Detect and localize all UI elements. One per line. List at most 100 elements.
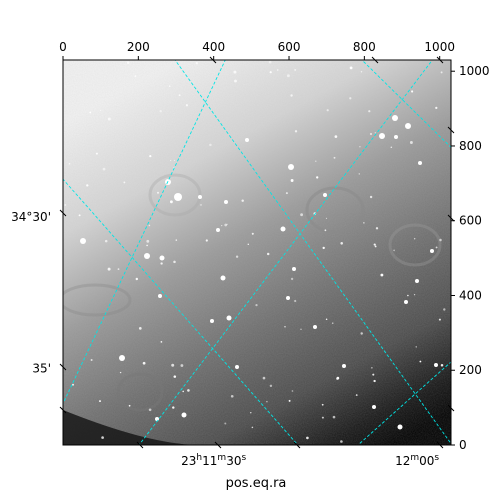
star bbox=[333, 156, 336, 159]
star bbox=[102, 167, 106, 171]
star bbox=[405, 123, 411, 129]
star bbox=[156, 191, 160, 194]
star bbox=[363, 222, 365, 224]
star bbox=[315, 160, 317, 163]
star bbox=[90, 359, 93, 361]
star bbox=[119, 355, 125, 361]
star bbox=[326, 109, 329, 112]
grid-edge-tick bbox=[447, 126, 455, 134]
star bbox=[178, 94, 181, 97]
star bbox=[435, 106, 438, 110]
grid-line bbox=[361, 60, 451, 148]
star bbox=[290, 94, 293, 97]
star bbox=[342, 364, 346, 368]
star bbox=[334, 135, 338, 138]
image-area bbox=[63, 60, 451, 445]
grid-edge-tick bbox=[371, 56, 379, 64]
star bbox=[340, 440, 343, 443]
star bbox=[195, 61, 198, 65]
right-tick-label: 1000 bbox=[459, 64, 490, 78]
right-pixel-axis: 0 200 400 600 800 1000 bbox=[451, 64, 490, 452]
star bbox=[99, 109, 102, 112]
star bbox=[126, 61, 130, 64]
star bbox=[434, 363, 438, 367]
star bbox=[68, 162, 71, 165]
star bbox=[359, 146, 361, 148]
star bbox=[173, 375, 177, 378]
star bbox=[280, 226, 286, 232]
star bbox=[323, 193, 327, 197]
star bbox=[226, 223, 228, 226]
star bbox=[372, 373, 375, 376]
star bbox=[104, 239, 108, 243]
star bbox=[372, 405, 376, 409]
star bbox=[168, 85, 171, 87]
star bbox=[409, 141, 413, 144]
star bbox=[78, 214, 81, 217]
right-tick-label: 600 bbox=[459, 214, 482, 228]
star bbox=[313, 325, 317, 329]
top-tick-label: 200 bbox=[127, 40, 150, 54]
star bbox=[89, 111, 92, 114]
top-tick-label: 600 bbox=[278, 40, 301, 54]
top-pixel-axis: 0 200 400 600 800 1000 bbox=[59, 40, 455, 60]
star bbox=[181, 412, 187, 418]
star bbox=[336, 376, 340, 380]
star bbox=[64, 204, 67, 206]
star bbox=[369, 132, 373, 136]
star bbox=[107, 267, 111, 271]
right-tick-label: 0 bbox=[459, 438, 467, 452]
star bbox=[439, 238, 442, 242]
star bbox=[233, 70, 237, 74]
star bbox=[291, 390, 294, 392]
star bbox=[268, 60, 272, 64]
star bbox=[266, 252, 270, 256]
star bbox=[180, 364, 184, 367]
star bbox=[158, 294, 162, 298]
star bbox=[205, 239, 208, 242]
grid-edge-tick bbox=[59, 406, 67, 414]
star bbox=[276, 69, 279, 71]
star bbox=[138, 327, 142, 330]
star bbox=[241, 199, 244, 202]
star bbox=[155, 417, 159, 421]
star bbox=[169, 159, 172, 162]
star bbox=[209, 143, 212, 147]
dec-tick-label: 34°30' bbox=[11, 210, 51, 224]
star bbox=[198, 195, 202, 199]
top-tick-label: 1000 bbox=[424, 40, 455, 54]
star bbox=[294, 68, 297, 71]
star bbox=[404, 300, 408, 304]
ra-tick-label: 23h11m30s bbox=[181, 453, 246, 468]
star bbox=[159, 110, 162, 113]
star bbox=[142, 361, 146, 365]
star bbox=[349, 97, 352, 100]
star bbox=[117, 268, 120, 270]
top-tick-label: 800 bbox=[353, 40, 376, 54]
star bbox=[397, 424, 403, 430]
star bbox=[440, 363, 444, 367]
star bbox=[160, 262, 163, 265]
star bbox=[210, 319, 214, 323]
star bbox=[349, 66, 353, 70]
star-field bbox=[64, 60, 446, 443]
star bbox=[144, 253, 150, 259]
star bbox=[224, 422, 227, 425]
star bbox=[290, 277, 294, 281]
star bbox=[182, 390, 185, 393]
star bbox=[321, 403, 324, 406]
star bbox=[368, 110, 371, 113]
star bbox=[95, 152, 98, 155]
star bbox=[300, 328, 302, 330]
star bbox=[185, 104, 189, 107]
star bbox=[286, 74, 290, 78]
star bbox=[369, 195, 373, 199]
star bbox=[175, 239, 178, 241]
star bbox=[393, 249, 395, 252]
star bbox=[262, 376, 266, 380]
grid-edge-tick bbox=[293, 441, 301, 449]
star bbox=[80, 238, 86, 244]
star bbox=[128, 404, 131, 407]
bottom-ra-axis: 23h11m30s 12m00s bbox=[181, 453, 439, 468]
grid-edge-tick bbox=[447, 214, 455, 222]
